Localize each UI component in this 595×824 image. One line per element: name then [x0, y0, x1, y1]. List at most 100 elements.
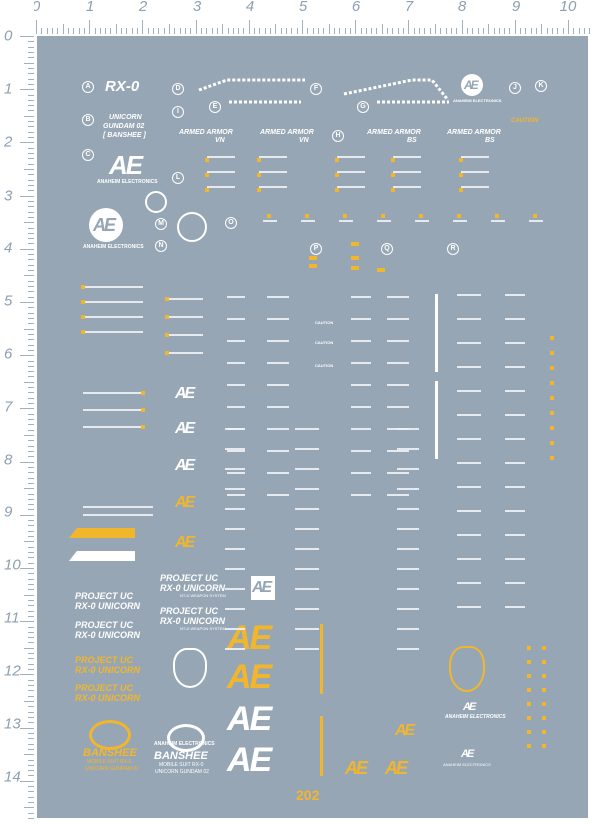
decal-text-line — [397, 588, 419, 590]
yellow-dot — [542, 688, 546, 692]
ruler-tick-top — [51, 28, 53, 34]
ruler-tick-top — [328, 24, 330, 34]
ruler-tick-left — [20, 461, 34, 463]
ruler-tick-left — [28, 546, 34, 548]
decal-text-line — [337, 156, 365, 158]
ruler-tick-top — [99, 28, 101, 34]
ruler-tick-left — [24, 488, 34, 490]
yellow-dot — [335, 188, 339, 192]
ruler-tick-top — [36, 20, 37, 34]
ruler-tick-left — [28, 653, 34, 655]
decal-text-line — [227, 450, 245, 452]
ruler-left-13: 13 — [4, 715, 21, 733]
ruler-tick-top — [530, 28, 532, 34]
yellow-dot — [542, 730, 546, 734]
ruler-tick-left — [24, 807, 34, 809]
yellow-dot — [527, 744, 531, 748]
ruler-tick-left — [20, 568, 34, 569]
ruler-tick-left — [28, 530, 34, 532]
ruler-tick-left — [28, 562, 34, 564]
ruler-left-10: 10 — [4, 556, 21, 574]
ruler-tick-left — [28, 706, 34, 708]
decal-text-line — [505, 558, 525, 560]
ruler-tick-left — [28, 466, 34, 468]
ruler-tick-top — [158, 28, 160, 34]
ruler-tick-left — [20, 355, 34, 357]
decal-text-line — [415, 220, 429, 222]
ruler-tick-left — [28, 429, 34, 431]
bs-2: BS — [485, 137, 495, 144]
decal-text-line — [351, 362, 371, 364]
decal-text-line — [505, 438, 525, 440]
ruler-tick-top — [232, 28, 234, 34]
ruler-tick-top — [578, 28, 580, 34]
ruler-tick-top — [110, 28, 112, 34]
ruler-tick-top — [568, 20, 569, 34]
ruler-tick-top — [179, 28, 181, 34]
ruler-tick-left — [28, 520, 34, 522]
label-b: B — [82, 114, 94, 126]
sheet-number: 202 — [296, 787, 320, 803]
decal-text-line — [397, 648, 419, 650]
ruler-tick-left — [28, 775, 34, 777]
ruler-tick-top — [78, 28, 80, 34]
yellow-vstrip-2 — [320, 716, 323, 776]
ruler-tick-left — [24, 701, 34, 702]
ruler-tick-top — [206, 28, 208, 34]
ruler-tick-left — [28, 46, 34, 48]
label-c: C — [82, 149, 94, 161]
decal-text-line — [83, 316, 143, 318]
ruler-top-10: 10 — [559, 0, 577, 15]
decal-text-line — [83, 392, 141, 394]
ruler-tick-left — [20, 89, 34, 91]
decal-text-line — [505, 462, 525, 464]
decal-text-line — [351, 340, 371, 342]
ruler-top-2: 2 — [138, 0, 148, 15]
ruler-tick-left — [28, 472, 34, 474]
unicorn-line1: UNICORN — [109, 114, 142, 121]
ruler-tick-top — [488, 24, 490, 34]
ruler-tick-left — [28, 424, 34, 426]
ruler-tick-left — [20, 621, 34, 623]
ruler-top-6: 6 — [351, 0, 361, 15]
decal-text-line — [387, 340, 409, 342]
ruler-tick-left — [20, 195, 34, 197]
ruler-tick-left — [28, 695, 34, 697]
ruler-tick-top — [270, 28, 272, 34]
decal-text-line — [457, 414, 481, 416]
ruler-tick-left — [28, 626, 34, 628]
ae-round-small-text: AE — [464, 78, 479, 92]
ruler-tick-top — [493, 28, 495, 34]
ruler-tick-left — [24, 115, 34, 117]
ruler-tick-top — [450, 28, 452, 34]
decal-text-line — [227, 340, 245, 342]
label-o: O — [225, 217, 237, 229]
decal-text-line — [387, 362, 409, 364]
ruler-tick-left — [28, 631, 34, 633]
ruler-tick-left — [28, 73, 34, 75]
ruler-tick-left — [28, 163, 34, 165]
decal-text-line — [295, 648, 319, 650]
decal-text-line — [227, 384, 245, 386]
ruler-tick-top — [589, 28, 591, 34]
ruler-tick-top — [360, 28, 362, 34]
decal-text-line — [505, 414, 525, 416]
decal-text-line — [295, 448, 319, 450]
decal-text-line — [295, 468, 319, 470]
decal-text-line — [397, 568, 419, 570]
decal-text-line — [295, 508, 319, 510]
ruler-tick-left — [20, 408, 34, 410]
yellow-dot — [527, 646, 531, 650]
ruler-tick-top — [73, 28, 75, 34]
yellow-dot — [391, 173, 395, 177]
ruler-tick-left — [28, 738, 34, 740]
ruler-tick-top — [514, 20, 516, 34]
ae-small-y2: AE — [345, 758, 368, 778]
decal-text-line — [83, 514, 153, 516]
ruler-tick-left — [28, 583, 34, 585]
decal-text-line — [351, 472, 371, 474]
ruler-tick-left — [28, 286, 34, 288]
ruler-tick-left — [28, 392, 34, 394]
decal-text-line — [453, 220, 467, 222]
yellow-dot — [527, 702, 531, 706]
